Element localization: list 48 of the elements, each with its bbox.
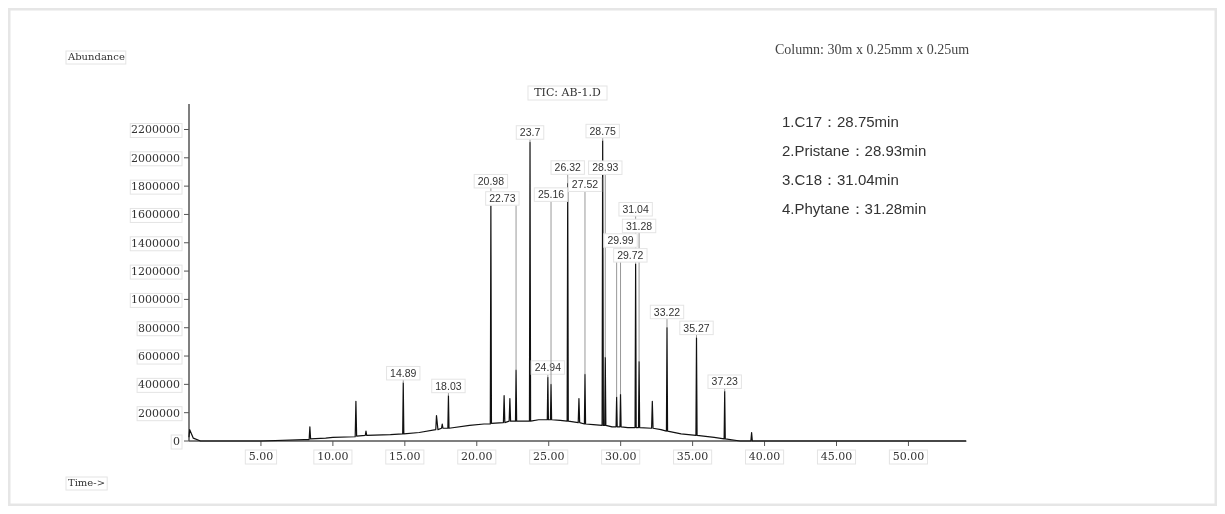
y-tick-label: 1800000 [131,180,180,194]
y-axis-title: Abundance [67,51,125,62]
annotation: 25.16 [537,188,565,201]
x-tick-label: 10.00 [317,450,349,463]
annotation: 29.72 [617,249,644,262]
x-axis-title: Time-> [68,477,106,488]
text: Column: 30m x 0.25mm x 0.25um [775,42,970,57]
x-tick-label: 40.00 [748,450,781,463]
y-tick-label: 1400000 [131,236,180,250]
annotation: 23.7 [519,126,541,139]
annotation: 20.98 [477,174,505,187]
y-tick-label: 1600000 [131,208,180,222]
x-tick-label: 20.00 [461,450,493,463]
annotation: 28.93 [592,161,619,174]
y-tick-label: 2000000 [131,151,180,165]
chart-title: TIC: AB-1.D [534,86,601,99]
y-tick-label: 600000 [138,350,180,364]
y-tick-label: 1200000 [131,265,180,279]
x-tick-label: 30.00 [604,450,637,463]
annotation: 22.73 [489,192,516,205]
annotation: 26.32 [554,161,582,174]
annotation: 2.Pristane：28.93min [782,142,927,159]
annotation: 33.22 [653,305,681,318]
y-tick-label: 800000 [138,321,180,335]
annotation: 31.04 [622,203,649,215]
annotation: 1.C17：28.75min [782,113,899,130]
annotation: 18.03 [435,379,462,392]
annotation: 24.94 [534,361,562,374]
annotation: 37.23 [711,375,738,388]
annotation: 14.89 [390,366,417,379]
annotation: 27.52 [571,178,599,191]
annotation: 3.C18：31.04min [782,171,899,188]
y-tick-label: 2200000 [131,123,180,137]
annotation: 29.99 [607,234,634,247]
x-tick-label: 5.00 [248,450,274,463]
x-tick-label: 25.00 [532,450,565,463]
y-tick-label: 1000000 [131,293,180,307]
annotation: 4.Phytane：31.28min [782,200,927,217]
annotation: 31.28 [625,219,653,232]
annotation: 28.75 [589,124,616,137]
annotation: 35.27 [683,321,710,334]
y-tick-label: 200000 [138,406,180,420]
x-tick-label: 15.00 [389,450,421,463]
x-tick-label: 35.00 [676,450,709,463]
x-tick-label: 50.00 [892,450,925,463]
x-tick-label: 45.00 [820,450,853,463]
y-tick-label: 0 [173,435,180,448]
y-tick-label: 400000 [138,378,180,392]
